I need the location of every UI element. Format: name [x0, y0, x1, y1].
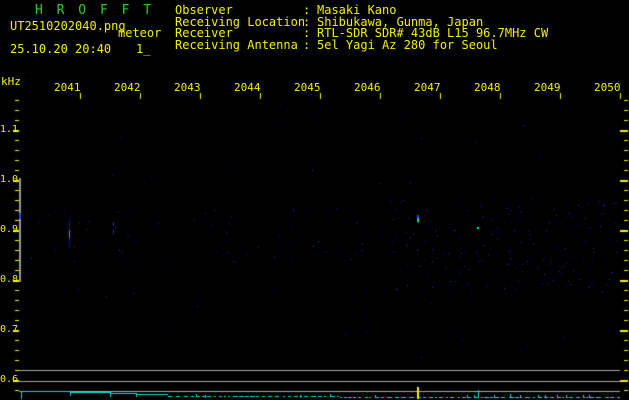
- info-label: Receiver: [175, 26, 233, 41]
- frequency-unit-label: kHz: [1, 75, 21, 88]
- filename-label: UT2510202040.png: [10, 19, 126, 33]
- info-value: RTL-SDR SDR# 43dB L15 96.7MHz CW: [317, 26, 549, 41]
- time-axis-label: 2050: [594, 81, 621, 94]
- time-axis-label: 2046: [354, 81, 381, 94]
- time-axis-label: 2044: [234, 81, 261, 94]
- app-title: H R O F F T: [35, 3, 155, 18]
- info-separator: :: [303, 37, 311, 52]
- counter-label: 1_: [136, 42, 151, 56]
- info-value: Masaki Kano: [317, 3, 397, 17]
- info-separator: :: [303, 14, 311, 29]
- info-value: 5el Yagi Az 280 for Seoul: [317, 37, 498, 52]
- time-axis-label: 2048: [474, 81, 501, 94]
- time-axis-label: 2042: [114, 81, 141, 94]
- datetime-label: 25.10.20 20:40: [10, 42, 112, 56]
- time-axis-label: 2041: [54, 81, 81, 94]
- time-axis-label: 2043: [174, 81, 201, 94]
- freq-axis-label: 0.8: [0, 274, 19, 285]
- info-label: Receiving Location: [175, 14, 306, 29]
- time-axis-label: 2049: [534, 81, 561, 94]
- freq-axis-label: 0.9: [0, 224, 19, 235]
- info-label: Observer: [175, 3, 233, 17]
- info-value: Shibukawa, Gunma, Japan: [317, 14, 484, 29]
- time-axis-label: 2045: [294, 81, 321, 94]
- mode-label: meteor: [118, 26, 162, 40]
- info-separator: :: [303, 26, 311, 41]
- freq-axis-label: 1.1: [0, 124, 19, 135]
- freq-axis-label: 1.0: [0, 174, 19, 185]
- info-label: Receiving Antenna: [175, 37, 298, 52]
- freq-axis-label: 0.7: [0, 324, 19, 335]
- info-separator: :: [303, 3, 311, 17]
- freq-axis-label: 0.6: [0, 374, 19, 385]
- time-axis-label: 2047: [414, 81, 441, 94]
